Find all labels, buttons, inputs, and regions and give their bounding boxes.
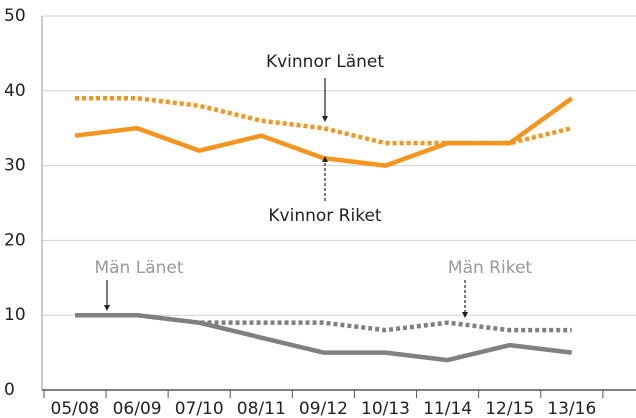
x-tick-label: 11/14 [423,399,472,418]
x-tick-label: 10/13 [361,399,410,418]
x-tick-label: 13/16 [547,399,596,418]
x-tick-label: 12/15 [485,399,534,418]
y-tick-label: 40 [4,81,26,101]
series-line [74,96,574,168]
series-label: Kvinnor Riket [268,206,382,226]
x-tick-label: 05/08 [51,399,100,418]
arrow-head [322,156,328,162]
series-label: Män Länet [94,258,183,278]
series-line [75,312,572,333]
arrow-head [322,116,328,122]
y-tick-label: 50 [4,6,26,26]
series-label: Män Riket [448,258,532,278]
x-tick-label: 09/12 [299,399,348,418]
series-line [75,312,573,363]
series-line [75,96,573,146]
y-tick-label: 0 [4,380,15,400]
x-tick-label: 06/09 [113,399,162,418]
x-tick-label: 08/11 [237,399,286,418]
arrow-head [104,305,110,311]
y-tick-label: 30 [4,156,26,176]
x-tick-label: 07/10 [175,399,224,418]
arrow-head [462,312,468,318]
series-label: Kvinnor Länet [266,52,384,72]
y-tick-label: 20 [4,230,26,250]
y-tick-label: 10 [4,305,26,325]
